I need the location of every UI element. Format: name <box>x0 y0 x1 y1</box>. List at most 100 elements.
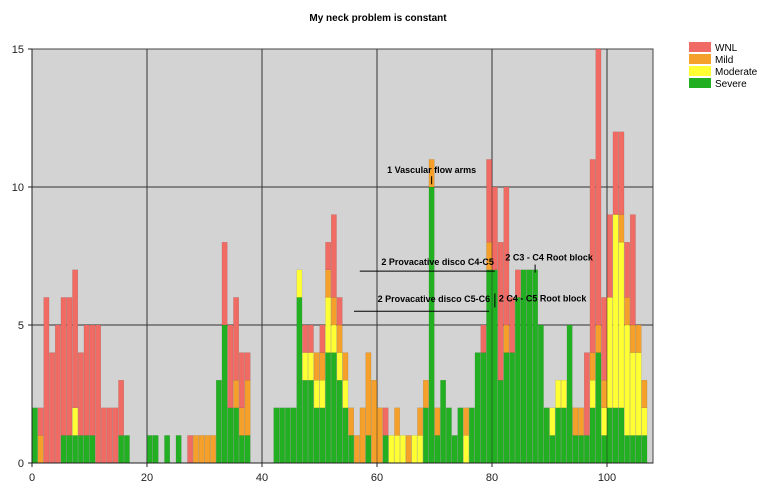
bar-wnl <box>95 324 101 464</box>
bar-severe <box>612 407 619 464</box>
bar-moderate <box>417 435 424 464</box>
bar-severe <box>635 435 642 464</box>
bar-moderate <box>589 380 596 409</box>
legend-label-mild: Mild <box>715 55 733 66</box>
bar-wnl <box>238 352 245 409</box>
bar-moderate <box>336 352 343 381</box>
bar-mild <box>336 324 343 353</box>
y-tick-label: 15 <box>12 44 24 56</box>
bar-mild <box>578 407 585 436</box>
bar-severe <box>434 435 441 464</box>
x-tick-label: 60 <box>371 472 383 483</box>
bar-severe <box>566 324 573 464</box>
bar-wnl <box>89 324 96 436</box>
bar-moderate <box>624 324 631 436</box>
bar-wnl <box>336 297 343 326</box>
legend-label-severe: Severe <box>715 79 747 90</box>
bar-mild <box>595 324 602 353</box>
bar-moderate <box>612 214 619 409</box>
bar-mild <box>618 214 625 243</box>
bar-mild <box>238 407 245 436</box>
bar-severe <box>451 435 458 464</box>
bar-wnl <box>66 297 73 436</box>
bar-wnl <box>60 297 67 436</box>
bar-wnl <box>49 352 56 464</box>
bar-severe <box>474 352 481 464</box>
bar-severe <box>348 435 355 464</box>
bar-mild <box>359 407 366 464</box>
bar-moderate <box>463 435 470 464</box>
bar-moderate <box>601 407 608 436</box>
y-tick-label: 5 <box>18 320 24 332</box>
bar-severe <box>578 435 585 464</box>
bar-wnl <box>584 352 590 436</box>
bar-moderate <box>607 297 613 408</box>
bar-wnl <box>595 48 602 326</box>
bar-mild <box>325 269 332 298</box>
legend-swatch-mild <box>689 54 711 64</box>
x-tick-label: 80 <box>486 472 498 483</box>
bar-severe <box>641 435 648 464</box>
bar-moderate <box>388 435 395 464</box>
bar-severe <box>624 435 631 464</box>
bar-wnl <box>612 131 619 215</box>
bar-mild <box>204 435 211 464</box>
bar-severe <box>296 297 303 464</box>
bar-wnl <box>308 324 314 353</box>
bar-wnl <box>112 407 119 464</box>
legend-label-moderate: Moderate <box>715 67 758 78</box>
bar-mild <box>630 324 636 353</box>
bar-severe <box>382 435 389 464</box>
bar-mild <box>244 380 251 436</box>
bar-wnl <box>233 297 239 381</box>
bar-wnl <box>77 352 84 436</box>
bar-wnl <box>319 324 326 353</box>
bar-mild <box>233 380 239 409</box>
bar-severe <box>238 435 245 464</box>
bar-moderate <box>313 380 320 409</box>
bar-mild <box>348 407 355 436</box>
bar-moderate <box>72 407 78 436</box>
bar-moderate <box>630 352 636 436</box>
bar-mild <box>423 380 429 409</box>
bar-severe <box>89 435 96 464</box>
bar-severe <box>538 324 544 464</box>
bar-severe <box>509 352 516 464</box>
bar-severe <box>290 407 297 464</box>
bar-mild <box>503 324 510 353</box>
bar-mild <box>417 407 424 436</box>
bar-wnl <box>118 380 124 436</box>
y-tick-label: 10 <box>12 182 24 194</box>
x-tick-label: 100 <box>598 472 616 483</box>
bars-group <box>32 48 648 464</box>
bar-wnl <box>325 241 332 270</box>
legend-swatch-severe <box>689 78 711 88</box>
y-tick-label: 0 <box>18 458 24 470</box>
annotation-label: 1 Vascular flow arms <box>387 165 476 175</box>
plot-area <box>31 48 654 464</box>
bar-severe <box>331 352 337 464</box>
bar-severe <box>302 380 309 464</box>
bar-severe <box>607 407 613 464</box>
bar-mild <box>319 352 326 381</box>
bar-wnl <box>100 407 107 464</box>
bar-severe <box>66 435 73 464</box>
bar-severe <box>164 435 170 464</box>
bar-mild <box>601 380 608 409</box>
bar-wnl <box>331 214 337 298</box>
bar-mild <box>342 352 349 381</box>
bar-moderate <box>411 435 418 464</box>
bar-severe <box>273 407 280 464</box>
bar-wnl <box>244 352 251 381</box>
bar-severe <box>279 407 286 464</box>
bar-severe <box>118 435 124 464</box>
bar-severe <box>440 380 447 464</box>
bar-wnl <box>480 324 487 353</box>
annotation-label: 2 C4 - C5 Root block <box>499 293 588 303</box>
bar-severe <box>146 435 153 464</box>
legend-label-wnl: WNL <box>715 43 738 54</box>
bar-wnl <box>607 214 613 298</box>
bar-severe <box>549 435 556 464</box>
bar-severe <box>72 435 78 464</box>
bar-severe <box>469 407 475 464</box>
